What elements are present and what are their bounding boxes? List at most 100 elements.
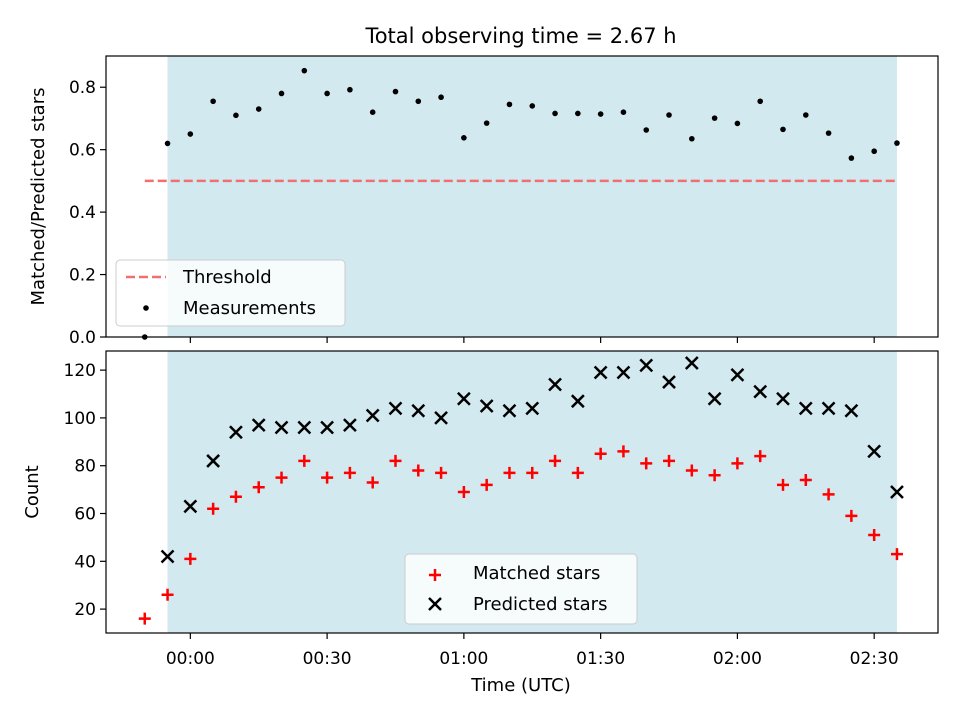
legend-matched-label: Matched stars (473, 563, 600, 584)
predicted-star-point (821, 401, 836, 416)
matched-star-point (845, 509, 858, 522)
predicted-star-point (206, 454, 221, 468)
chart-title: Total observing time = 2.67 h (364, 24, 676, 48)
predicted-star-point (707, 391, 722, 406)
bottom-legend-box (404, 553, 638, 625)
measurement-point (278, 90, 285, 97)
y-tick-label: 60 (74, 505, 96, 525)
measurement-point (711, 115, 718, 121)
bottom-axes-frame (105, 350, 939, 634)
measurement-point (483, 120, 490, 126)
legend-predicted-swatch (428, 597, 442, 611)
matched-star-point (480, 478, 493, 491)
matched-star-point (640, 457, 653, 470)
measurement-point (324, 90, 330, 97)
predicted-star-point (251, 418, 266, 432)
predicted-star-point (229, 425, 243, 440)
x-tick-label: 02:00 (713, 649, 762, 669)
matched-star-point (366, 476, 379, 489)
predicted-star-point (411, 403, 426, 418)
matched-star-point (435, 466, 448, 479)
predicted-star-point (570, 394, 585, 409)
x-tick-label: 00:00 (166, 649, 215, 669)
top-legend-box (115, 259, 346, 327)
measurement-point (620, 109, 627, 115)
y-tick-label: 80 (74, 457, 96, 477)
x-tick-label: 01:00 (439, 649, 488, 669)
legend-measurements-label: Measurements (183, 298, 316, 319)
predicted-star-point (684, 356, 699, 370)
matched-star-point (685, 464, 698, 477)
predicted-star-point (297, 420, 312, 435)
predicted-star-point (365, 408, 380, 423)
measurement-point (255, 106, 262, 112)
matched-star-point (298, 454, 311, 467)
measurement-point (802, 112, 809, 118)
matched-star-point (343, 466, 356, 479)
measurement-point (597, 111, 604, 117)
measurement-point (757, 98, 764, 105)
matched-star-point (229, 490, 242, 503)
y-tick-label: 0.6 (69, 141, 96, 161)
predicted-star-point (593, 365, 608, 380)
measurement-point (392, 88, 399, 95)
measurement-point (780, 126, 786, 133)
x-tick-label: 00:30 (303, 649, 352, 669)
predicted-star-point (639, 358, 654, 373)
top-y-axis-label: Matched/Predicted stars (28, 88, 49, 306)
measurement-point (666, 112, 672, 118)
predicted-star-point (548, 377, 562, 392)
predicted-star-point (388, 401, 403, 416)
predicted-star-point (456, 391, 471, 406)
predicted-star-point (274, 420, 289, 435)
legend-measurements-swatch (143, 305, 149, 311)
predicted-star-point (867, 444, 882, 459)
matched-star-point (457, 486, 470, 498)
measurement-point (552, 110, 558, 117)
matched-star-point (184, 552, 197, 565)
predicted-star-point (730, 368, 745, 382)
legend-threshold-label: Threshold (182, 267, 272, 288)
predicted-star-point (320, 420, 334, 435)
measurement-point (643, 127, 650, 133)
measurement-point (734, 120, 741, 127)
bottom-legend: Matched stars Predicted stars (404, 553, 638, 625)
y-tick-label: 0.0 (69, 328, 96, 348)
measurement-point (575, 110, 581, 117)
bottom-panel: 20 40 60 80 100 120 00:00 00:30 01:00 01:30 02:00… (22, 350, 939, 669)
measurement-point (894, 140, 900, 146)
measurement-point (210, 98, 216, 105)
matched-star-point (799, 474, 812, 487)
bottom-x-axis: 00:00 00:30 01:00 01:30 02:00 02:30 (166, 633, 899, 669)
y-tick-label: 20 (74, 600, 96, 620)
predicted-star-point (616, 365, 631, 380)
matched-star-point (138, 612, 151, 625)
measurement-point (461, 135, 467, 141)
bottom-y-axis-label: Count (22, 465, 43, 518)
predicted-star-point (525, 401, 540, 416)
y-tick-label: 120 (64, 361, 96, 381)
matched-star-point (822, 488, 835, 501)
measurement-point (164, 140, 171, 147)
matched-star-point (252, 481, 265, 494)
y-tick-label: 40 (74, 552, 96, 572)
predicted-star-point (160, 549, 175, 564)
measurement-point (506, 101, 513, 108)
matched-star-point (776, 478, 789, 491)
top-x-ticks (189, 337, 875, 343)
legend-predicted-label: Predicted stars (473, 594, 607, 615)
bottom-y-axis: 20 40 60 80 100 120 (64, 361, 106, 620)
predicted-star-point (502, 403, 517, 418)
y-tick-label: 0.2 (69, 266, 96, 286)
measurement-point (415, 98, 422, 105)
matched-star-point (663, 454, 676, 467)
predicted-star-point (343, 418, 357, 432)
matched-star-point (890, 548, 903, 561)
y-tick-label: 0.4 (69, 203, 96, 223)
predicted-star-point (434, 411, 448, 425)
measurement-point (529, 103, 536, 109)
matched-star-point (868, 529, 881, 542)
predicted-star-point (798, 401, 813, 416)
x-tick-label: 02:30 (850, 649, 899, 669)
predicted-star-point (890, 485, 904, 499)
